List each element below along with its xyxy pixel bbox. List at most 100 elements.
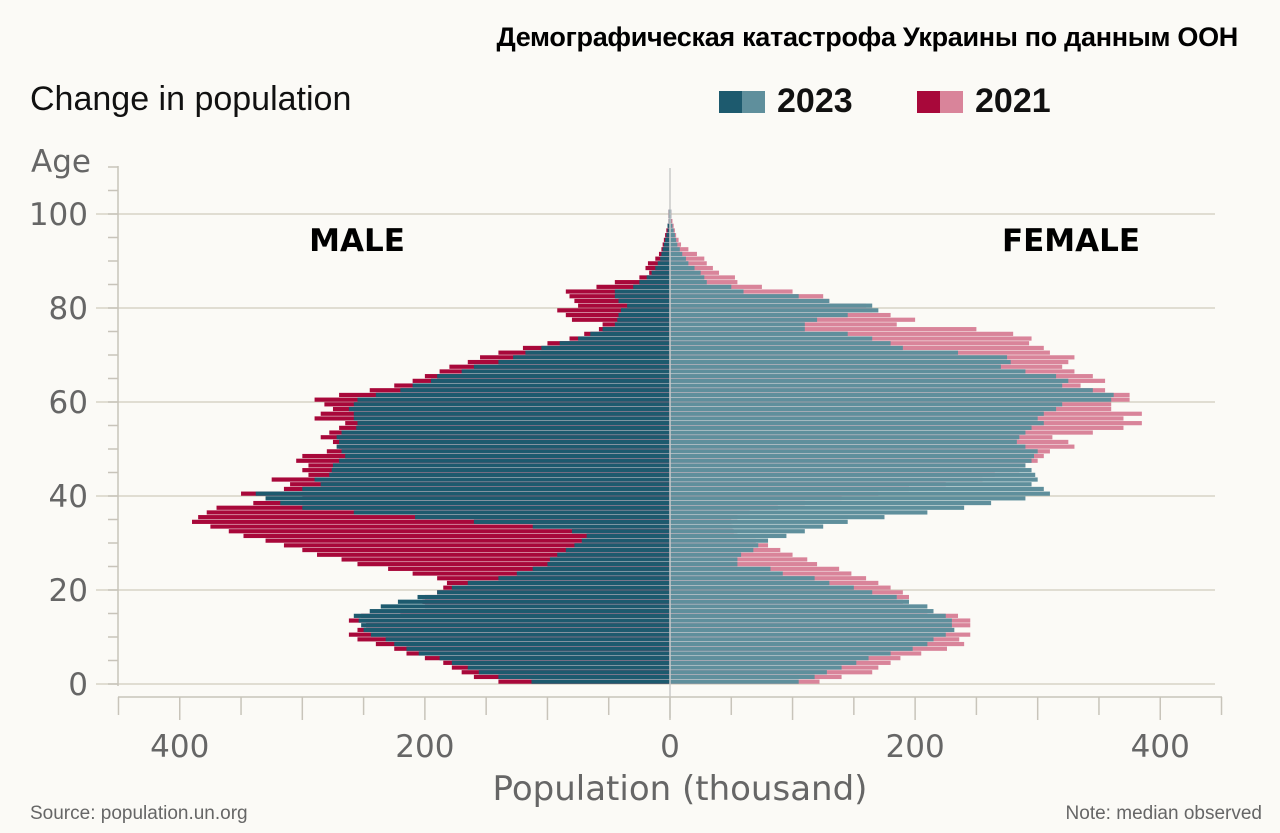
bar-female-2023-age-26 xyxy=(670,557,738,562)
female-label: FEMALE xyxy=(1002,223,1140,259)
bar-male-2021-age-27 xyxy=(317,552,670,557)
bar-female-2023-age-74 xyxy=(670,331,848,336)
bar-female-2023-age-91 xyxy=(670,251,683,257)
bar-female-2023-age-58 xyxy=(670,406,1057,412)
legend-item-2021: 2021 xyxy=(917,82,1051,121)
bar-female-2023-age-87 xyxy=(670,270,701,275)
bar-male-2023-age-59 xyxy=(353,402,670,407)
bar-male-2023-age-87 xyxy=(651,270,670,275)
bar-male-2023-age-7 xyxy=(406,646,670,651)
bar-male-2023-age-94 xyxy=(665,237,670,242)
bar-male-2023-age-78 xyxy=(618,312,670,318)
bar-male-2023-age-41 xyxy=(302,486,670,492)
bar-female-2023-age-73 xyxy=(670,336,873,341)
bar-female-2023-age-32 xyxy=(670,529,805,534)
legend-label-2021: 2021 xyxy=(975,82,1051,120)
bar-female-2023-age-37 xyxy=(670,505,965,510)
bar-female-2023-age-40 xyxy=(670,491,1050,496)
bar-male-2023-age-38 xyxy=(280,500,670,506)
bar-female-2023-age-50 xyxy=(670,444,1026,449)
bar-female-2023-age-71 xyxy=(670,345,903,351)
bar-male-2023-age-25 xyxy=(547,562,670,567)
bar-male-2023-age-9 xyxy=(385,637,670,642)
bar-female-2023-age-1 xyxy=(670,674,815,680)
bar-female-2023-age-35 xyxy=(670,515,885,520)
bar-female-2023-age-65 xyxy=(670,374,1057,379)
legend-swatch-2021-male xyxy=(917,90,940,113)
bar-male-2023-age-90 xyxy=(660,256,670,261)
bar-female-2023-age-57 xyxy=(670,411,1044,416)
bar-male-2023-age-4 xyxy=(451,660,670,665)
bar-female-2023-age-63 xyxy=(670,383,1063,388)
bar-male-2023-age-27 xyxy=(557,552,670,557)
bar-female-2023-age-51 xyxy=(670,439,1017,445)
bar-female-2023-age-61 xyxy=(670,392,1114,398)
bar-female-2023-age-86 xyxy=(670,275,705,280)
bar-male-2023-age-50 xyxy=(336,444,670,449)
bar-female-2023-age-85 xyxy=(670,280,707,285)
bar-male-2023-age-53 xyxy=(341,430,670,435)
bar-male-2023-age-40 xyxy=(255,491,670,496)
x-tick-label: 200 xyxy=(886,729,945,765)
bar-male-2023-age-72 xyxy=(559,341,670,346)
bar-male-2023-age-80 xyxy=(627,303,670,308)
bar-female-2021-age-91 xyxy=(670,251,697,257)
bar-male-2023-age-76 xyxy=(614,322,670,327)
legend-swatch-2023-male xyxy=(719,90,742,113)
bar-female-2023-age-72 xyxy=(670,341,891,346)
bar-female-2023-age-64 xyxy=(670,378,1069,383)
y-tick-label: 80 xyxy=(49,291,88,327)
bar-male-2021-age-31 xyxy=(243,533,670,539)
legend-swatch-2021-female xyxy=(940,90,963,113)
bar-female-2023-age-79 xyxy=(670,308,879,313)
bar-male-2023-age-95 xyxy=(666,233,670,238)
bar-female-2023-age-81 xyxy=(670,298,830,304)
legend-swatch-2023-female xyxy=(742,90,765,113)
bar-male-2023-age-45 xyxy=(331,468,670,473)
bar-female-2023-age-93 xyxy=(670,242,678,247)
bar-male-2023-age-88 xyxy=(655,265,670,271)
bar-female-2023-age-60 xyxy=(670,397,1112,402)
bar-female-2023-age-19 xyxy=(670,590,873,595)
bar-female-2023-age-45 xyxy=(670,468,1032,473)
x-tick-label: 200 xyxy=(395,729,454,765)
bar-female-2023-age-7 xyxy=(670,646,913,651)
bar-male-2023-age-70 xyxy=(525,350,670,355)
bar-female-2023-age-16 xyxy=(670,604,928,609)
bar-male-2023-age-30 xyxy=(581,538,670,543)
bar-male-2021-age-30 xyxy=(265,538,670,543)
bar-male-2023-age-34 xyxy=(473,519,670,524)
bar-male-2023-age-63 xyxy=(412,383,670,388)
bar-male-2023-age-55 xyxy=(357,421,670,426)
y-tick-label: 60 xyxy=(49,385,88,421)
bar-female-2023-age-67 xyxy=(670,364,1001,369)
bar-female-2023-age-92 xyxy=(670,247,680,252)
bar-female-2023-age-12 xyxy=(670,623,952,628)
y-tick-label: 20 xyxy=(49,573,88,609)
bar-female-2023-age-2 xyxy=(670,670,827,675)
grid xyxy=(96,213,1215,685)
bar-male-2023-age-14 xyxy=(353,613,670,618)
bar-male-2021-age-25 xyxy=(357,562,670,567)
bar-female-2023-age-8 xyxy=(670,641,928,647)
bar-male-2023-age-24 xyxy=(532,566,670,571)
bar-female-2023-age-23 xyxy=(670,571,783,576)
bar-male-2023-age-67 xyxy=(473,364,670,369)
bar-male-2023-age-15 xyxy=(369,609,670,614)
bar-female-2021-age-25 xyxy=(670,562,818,567)
bar-male-2021-age-33 xyxy=(210,524,670,529)
bar-male-2023-age-28 xyxy=(565,547,670,553)
bar-female-2023-age-46 xyxy=(670,463,1026,468)
bar-male-2023-age-1 xyxy=(498,674,670,680)
bar-female-2023-age-5 xyxy=(670,656,869,661)
bar-female-2023-age-24 xyxy=(670,566,771,571)
bar-male-2023-age-73 xyxy=(578,336,670,341)
bar-male-2021-age-28 xyxy=(302,547,670,553)
bar-female-2023-age-69 xyxy=(670,355,1008,360)
bar-male-2023-age-20 xyxy=(451,585,670,590)
bar-male-2023-age-64 xyxy=(431,378,670,383)
bar-female-2023-age-97 xyxy=(670,223,673,228)
bar-male-2023-age-66 xyxy=(461,369,670,374)
bar-female-2023-age-56 xyxy=(670,416,1038,421)
bar-female-2023-age-77 xyxy=(670,317,818,322)
